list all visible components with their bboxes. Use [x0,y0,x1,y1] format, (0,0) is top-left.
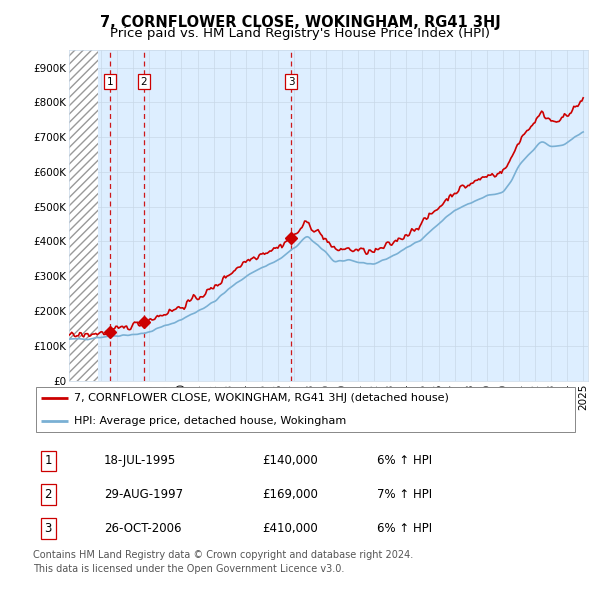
Text: 29-AUG-1997: 29-AUG-1997 [104,489,183,502]
Text: HPI: Average price, detached house, Wokingham: HPI: Average price, detached house, Woki… [74,416,346,426]
Text: Price paid vs. HM Land Registry's House Price Index (HPI): Price paid vs. HM Land Registry's House … [110,27,490,40]
Text: 1: 1 [44,454,52,467]
Bar [69,50,98,381]
Text: £410,000: £410,000 [262,522,318,535]
FancyBboxPatch shape [36,387,575,432]
Text: 18-JUL-1995: 18-JUL-1995 [104,454,176,467]
Text: £140,000: £140,000 [262,454,318,467]
Text: 6% ↑ HPI: 6% ↑ HPI [377,454,432,467]
Text: £169,000: £169,000 [262,489,318,502]
Text: 1: 1 [107,77,113,87]
Text: 6% ↑ HPI: 6% ↑ HPI [377,522,432,535]
Text: 7, CORNFLOWER CLOSE, WOKINGHAM, RG41 3HJ (detached house): 7, CORNFLOWER CLOSE, WOKINGHAM, RG41 3HJ… [74,393,449,403]
Text: 7, CORNFLOWER CLOSE, WOKINGHAM, RG41 3HJ: 7, CORNFLOWER CLOSE, WOKINGHAM, RG41 3HJ [100,15,500,30]
Text: 3: 3 [44,522,52,535]
Text: 7% ↑ HPI: 7% ↑ HPI [377,489,432,502]
Text: 26-OCT-2006: 26-OCT-2006 [104,522,181,535]
Text: Contains HM Land Registry data © Crown copyright and database right 2024.
This d: Contains HM Land Registry data © Crown c… [33,550,413,574]
Text: 3: 3 [288,77,295,87]
Text: 2: 2 [44,489,52,502]
Text: 2: 2 [140,77,147,87]
